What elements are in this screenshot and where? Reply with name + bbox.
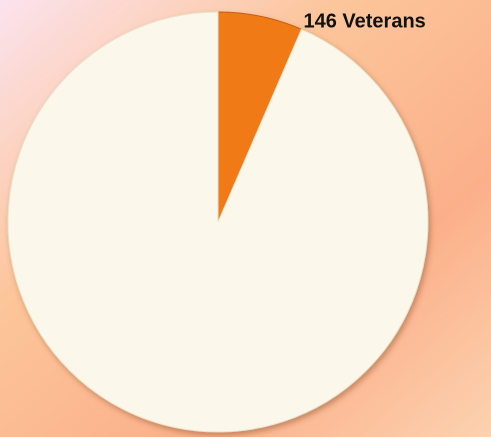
pie — [7, 11, 429, 433]
slice-label: 146 Veterans — [303, 10, 425, 32]
pie-slice — [7, 11, 429, 433]
